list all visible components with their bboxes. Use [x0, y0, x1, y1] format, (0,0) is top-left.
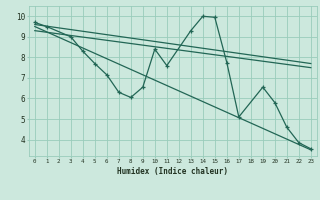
X-axis label: Humidex (Indice chaleur): Humidex (Indice chaleur) [117, 167, 228, 176]
